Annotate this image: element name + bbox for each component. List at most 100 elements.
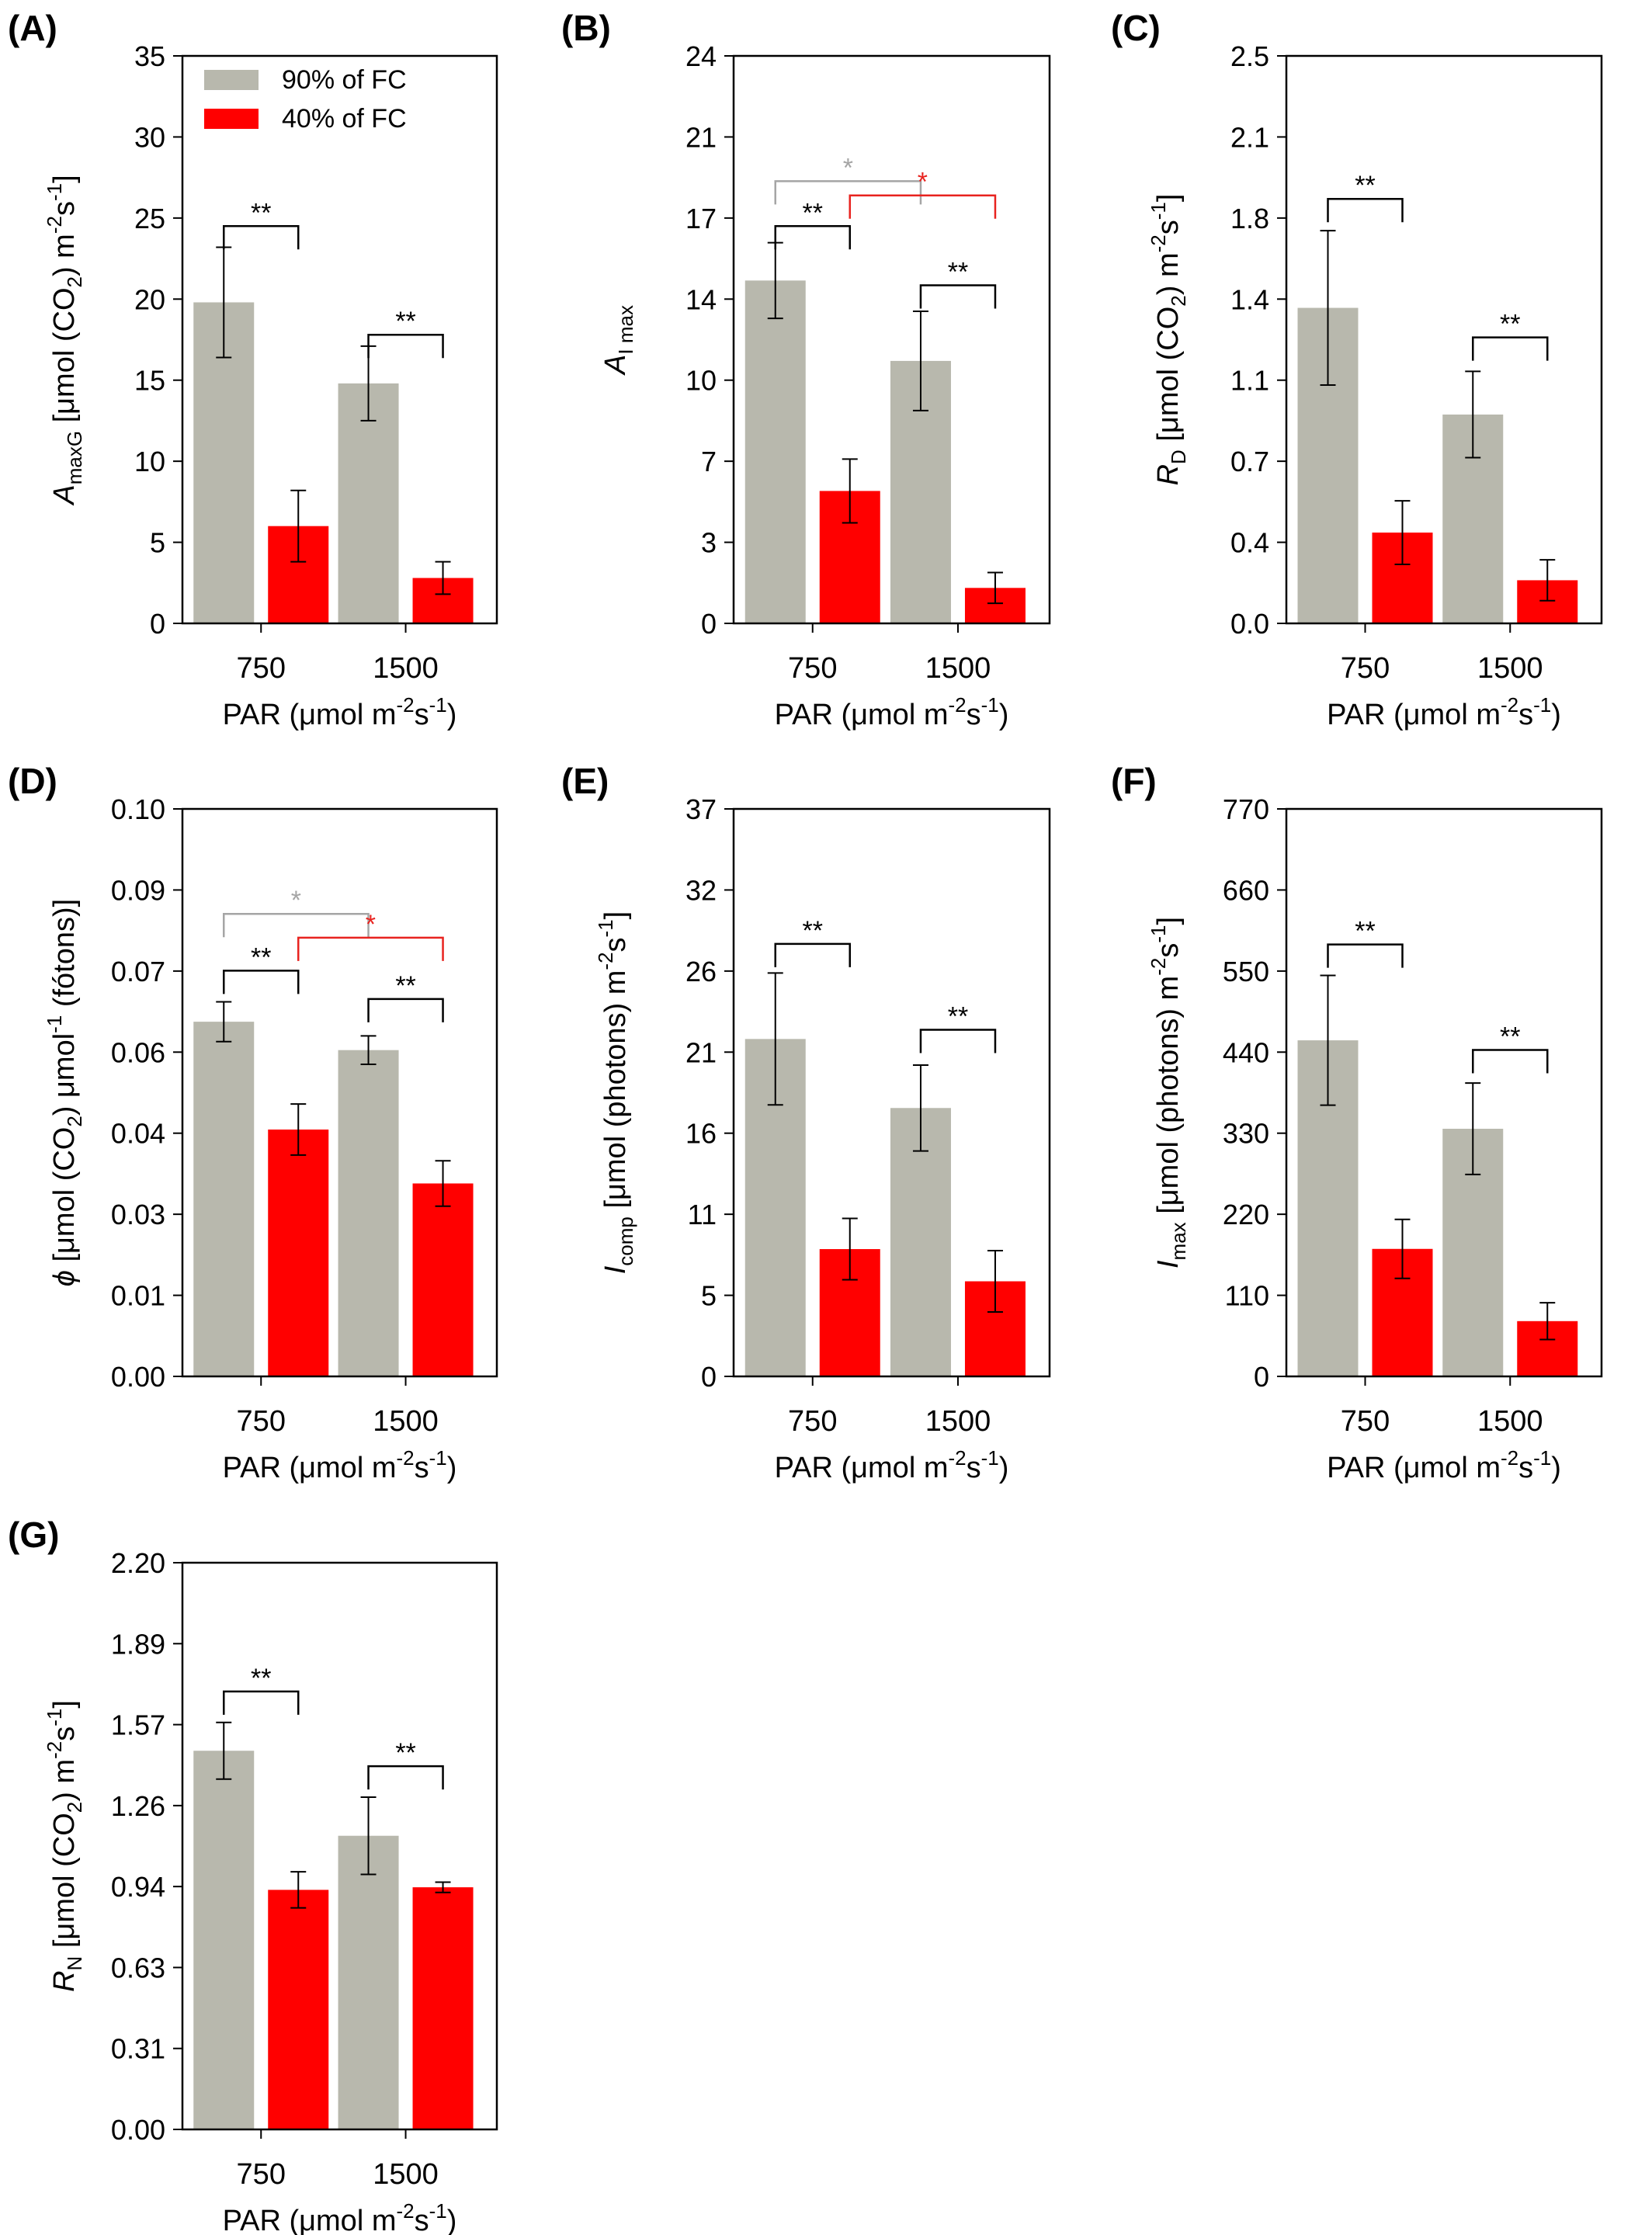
error-bar-fc40-750 <box>290 1103 307 1156</box>
y-tick-label: 15 <box>134 365 165 397</box>
y-tick-label: 1.1 <box>1230 365 1269 397</box>
plot-frame <box>732 54 1051 625</box>
bar-fc90-1500 <box>338 383 399 623</box>
bar-fc90-1500 <box>338 1050 399 1376</box>
y-tick-label: 0.0 <box>1230 608 1269 640</box>
significance-bracket <box>223 970 300 994</box>
significance-label: ** <box>1500 310 1520 339</box>
y-axis-label: Icomp [μmol (photons) m-2s-1] <box>594 911 637 1275</box>
x-tick-label: 1500 <box>1477 652 1543 685</box>
y-tick-label: 440 <box>1223 1036 1269 1068</box>
y-tick-label: 0.03 <box>111 1199 165 1230</box>
significance-bracket <box>1327 943 1404 968</box>
y-tick-label: 0.07 <box>111 956 165 987</box>
y-tick-label: 11 <box>688 1199 717 1230</box>
bar-fc40-1500 <box>412 1183 474 1376</box>
error-bar-fc90-1500 <box>912 1064 928 1152</box>
error-bar-fc40-1500 <box>435 560 451 595</box>
x-axis-label: PAR (μmol m-2s-1) <box>223 1446 457 1484</box>
significance-bracket <box>1327 197 1404 223</box>
y-tick-label: 3 <box>701 527 717 559</box>
significance-bracket <box>367 998 444 1022</box>
bar-fc90-750 <box>193 1022 255 1376</box>
significance-bracket <box>223 225 300 250</box>
significance-label: ** <box>251 1664 271 1693</box>
x-tick-label: 750 <box>788 652 837 685</box>
y-tick-label: 20 <box>134 283 165 315</box>
y-tick-label: 30 <box>134 121 165 153</box>
significance-bracket <box>1472 1049 1549 1074</box>
x-tick-label: 750 <box>237 2158 286 2191</box>
legend: 90% of FC 40% of FC <box>204 65 407 134</box>
legend-label: 40% of FC <box>282 104 407 134</box>
y-tick-label: 0 <box>701 608 717 640</box>
significance-label: * <box>366 910 376 939</box>
y-tick-label: 1.4 <box>1230 283 1269 315</box>
significance-label: ** <box>251 942 271 972</box>
significance-label: ** <box>251 198 271 227</box>
y-tick-label: 2.5 <box>1230 40 1269 72</box>
error-bar-fc40-750 <box>1394 1218 1411 1279</box>
y-tick-label: 0 <box>150 608 165 640</box>
y-tick-label: 7 <box>701 446 717 477</box>
y-tick-label: 21 <box>685 121 717 153</box>
y-tick-label: 25 <box>134 203 165 234</box>
y-tick-label: 2.20 <box>111 1547 165 1579</box>
y-tick-label: 21 <box>685 1036 717 1068</box>
plot-frame <box>1285 54 1603 625</box>
plot-frame <box>181 1561 498 2131</box>
error-bar-fc90-1500 <box>912 310 928 411</box>
bar-fc90-1500 <box>890 1108 951 1376</box>
chart-panel-a: (A) 750 1500 ** ** 0 5 10 15 20 25 30 35 PAR (μmol m-… <box>8 8 498 731</box>
error-bar-fc40-1500 <box>987 571 1003 605</box>
y-tick-label: 17 <box>685 203 717 234</box>
y-tick-label: 10 <box>134 446 165 477</box>
y-tick-label: 0.7 <box>1230 446 1269 477</box>
y-tick-label: 16 <box>685 1118 717 1150</box>
panel-label: (A) <box>8 8 57 48</box>
chart-panel-e: (E) 750 1500 ** ** 0 5 11 16 21 26 32 37 PAR (μmol m-… <box>561 761 1051 1484</box>
y-axis-label: AmaxG [μmol (CO2) m-2s-1] <box>43 175 86 505</box>
significance-bracket <box>297 936 444 961</box>
error-bar-fc90-1500 <box>360 1796 377 1876</box>
chart-panel-c: (C) 750 1500 ** ** 0.0 0.4 0.7 1.1 1.4 1.8 2.1 2.5 PA… <box>1111 8 1603 731</box>
y-tick-label: 1.26 <box>111 1790 165 1822</box>
error-bar-fc90-750 <box>1320 974 1336 1106</box>
bar-fc90-750 <box>744 280 806 623</box>
significance-label: ** <box>1500 1022 1520 1051</box>
x-tick-label: 1500 <box>925 1405 991 1438</box>
y-axis-label: Imax [μmol (photons) m-2s-1] <box>1147 917 1190 1268</box>
bar-fc90-1500 <box>338 1835 399 2129</box>
y-tick-label: 1.8 <box>1230 203 1269 234</box>
significance-bracket <box>367 333 444 359</box>
y-tick-label: 0.01 <box>111 1280 165 1312</box>
y-tick-label: 1.57 <box>111 1709 165 1741</box>
y-tick-label: 770 <box>1223 793 1269 825</box>
significance-bracket <box>223 1690 300 1715</box>
x-tick-label: 750 <box>1341 652 1390 685</box>
x-axis-label: PAR (μmol m-2s-1) <box>1327 693 1561 731</box>
x-axis-label: PAR (μmol m-2s-1) <box>1327 1446 1561 1484</box>
error-bar-fc90-750 <box>767 972 783 1106</box>
error-bar-fc90-750 <box>216 1721 232 1780</box>
y-tick-label: 5 <box>150 527 165 559</box>
y-tick-label: 2.1 <box>1230 121 1269 153</box>
x-tick-label: 750 <box>237 1405 286 1438</box>
y-tick-label: 220 <box>1223 1199 1269 1230</box>
panel-label: (B) <box>561 8 611 48</box>
legend-swatch <box>204 109 259 129</box>
significance-bracket <box>367 1765 444 1790</box>
y-tick-label: 0.06 <box>111 1036 165 1068</box>
y-tick-label: 0.00 <box>111 2114 165 2146</box>
error-bar-fc90-750 <box>216 1001 232 1043</box>
significance-bracket <box>1472 336 1549 361</box>
significance-label: * <box>918 168 928 197</box>
y-tick-label: 0.4 <box>1230 527 1269 559</box>
x-tick-label: 1500 <box>373 652 439 685</box>
significance-label: ** <box>1355 917 1375 946</box>
panel-label: (D) <box>8 761 57 801</box>
bar-fc90-750 <box>193 1751 255 2129</box>
y-tick-label: 5 <box>701 1280 717 1312</box>
significance-bracket <box>919 1029 997 1053</box>
significance-label: ** <box>803 198 823 227</box>
